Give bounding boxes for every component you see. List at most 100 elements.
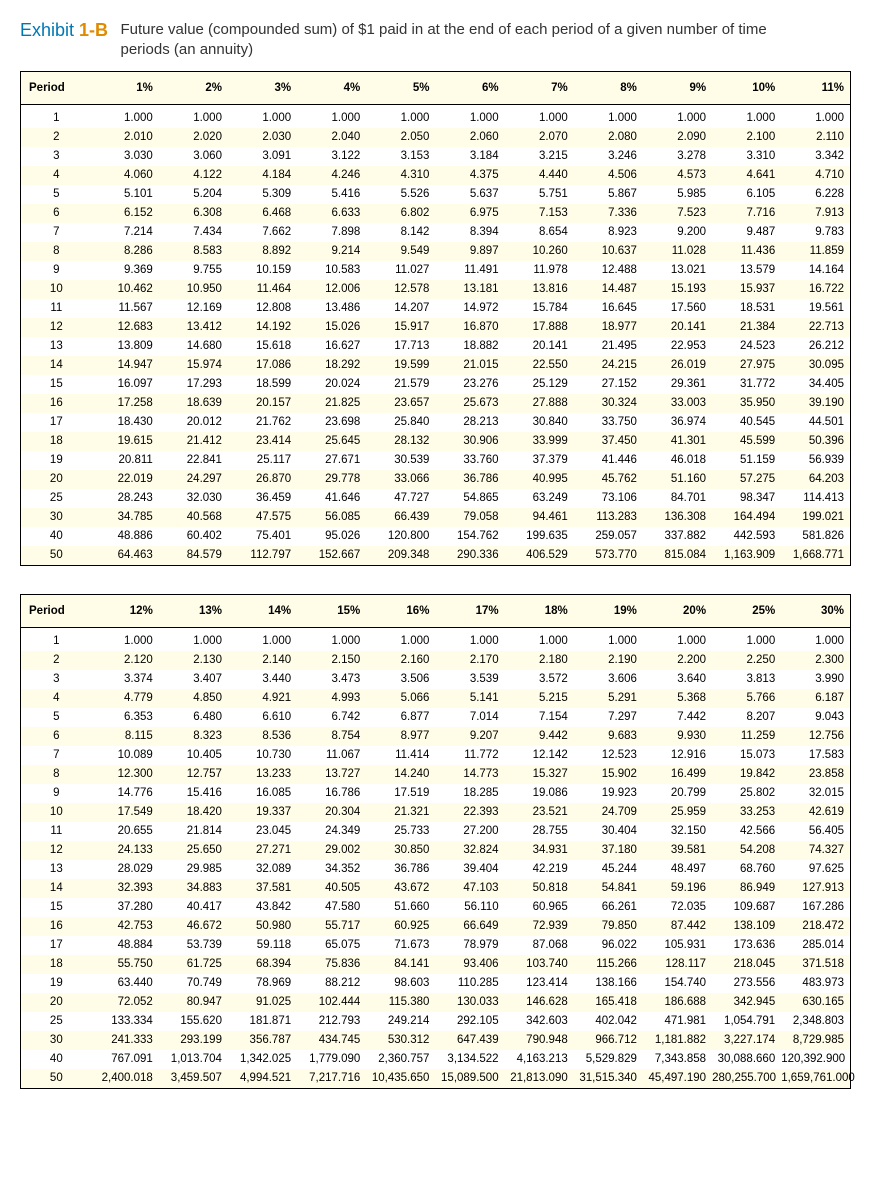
- table-cell: 12.683: [90, 318, 159, 337]
- table-row: 1120.65521.81423.04524.34925.73327.20028…: [21, 822, 851, 841]
- table-cell: 54.208: [712, 841, 781, 860]
- table-cell: 87.442: [643, 917, 712, 936]
- table-cell: 86.949: [712, 879, 781, 898]
- table-cell: 50: [21, 1069, 90, 1089]
- table-cell: 51.660: [366, 898, 435, 917]
- column-header: 25%: [712, 594, 781, 627]
- table-cell: 16: [21, 917, 90, 936]
- table-cell: 127.913: [781, 879, 850, 898]
- column-header: 13%: [159, 594, 228, 627]
- table-cell: 4.440: [505, 166, 574, 185]
- table-cell: 28.132: [366, 432, 435, 451]
- table-cell: 53.739: [159, 936, 228, 955]
- table-cell: 54.841: [574, 879, 643, 898]
- table-row: 1855.75061.72568.39475.83684.14193.40610…: [21, 955, 851, 974]
- table-cell: 2.190: [574, 651, 643, 670]
- table-cell: 15.902: [574, 765, 643, 784]
- table-cell: 1,342.025: [228, 1050, 297, 1069]
- table-row: 68.1158.3238.5368.7548.9779.2079.4429.68…: [21, 727, 851, 746]
- table-cell: 19.561: [781, 299, 850, 318]
- table-cell: 15.327: [505, 765, 574, 784]
- table-cell: 37.450: [574, 432, 643, 451]
- table-cell: 20.024: [297, 375, 366, 394]
- table-cell: 40.505: [297, 879, 366, 898]
- table-cell: 285.014: [781, 936, 850, 955]
- column-header: 12%: [90, 594, 159, 627]
- table-cell: 1.000: [712, 632, 781, 651]
- table-cell: 12: [21, 318, 90, 337]
- table-cell: 790.948: [505, 1031, 574, 1050]
- table-cell: 10.405: [159, 746, 228, 765]
- table-cell: 31,515.340: [574, 1069, 643, 1089]
- table-cell: 46.018: [643, 451, 712, 470]
- table-row: 66.1526.3086.4686.6336.8026.9757.1537.33…: [21, 204, 851, 223]
- table-cell: 113.283: [574, 508, 643, 527]
- table-cell: 3.990: [781, 670, 850, 689]
- table-cell: 32.089: [228, 860, 297, 879]
- table-cell: 12.756: [781, 727, 850, 746]
- table-cell: 15.937: [712, 280, 781, 299]
- table-cell: 47.103: [435, 879, 504, 898]
- table-cell: 4.310: [366, 166, 435, 185]
- table-cell: 7.014: [435, 708, 504, 727]
- table-cell: 16.786: [297, 784, 366, 803]
- table-cell: 7,217.716: [297, 1069, 366, 1089]
- table-row: 30241.333293.199356.787434.745530.312647…: [21, 1031, 851, 1050]
- table-cell: 40.545: [712, 413, 781, 432]
- table-cell: 5: [21, 708, 90, 727]
- table-cell: 7.154: [505, 708, 574, 727]
- table-cell: 21.825: [297, 394, 366, 413]
- table-cell: 434.745: [297, 1031, 366, 1050]
- table-cell: 11.859: [781, 242, 850, 261]
- table-cell: 40.417: [159, 898, 228, 917]
- table-cell: 6.353: [90, 708, 159, 727]
- table-cell: 115.266: [574, 955, 643, 974]
- table-cell: 5,529.829: [574, 1050, 643, 1069]
- table-cell: 18.599: [228, 375, 297, 394]
- table-cell: 13.233: [228, 765, 297, 784]
- table-cell: 164.494: [712, 508, 781, 527]
- table-cell: 33.760: [435, 451, 504, 470]
- table-cell: 13.579: [712, 261, 781, 280]
- table-cell: 11: [21, 299, 90, 318]
- table-cell: 3,134.522: [435, 1050, 504, 1069]
- table-cell: 14: [21, 879, 90, 898]
- table-cell: 25: [21, 1012, 90, 1031]
- table-cell: 5.637: [435, 185, 504, 204]
- table-cell: 11.772: [435, 746, 504, 765]
- table-cell: 2.060: [435, 128, 504, 147]
- table-row: 11.0001.0001.0001.0001.0001.0001.0001.00…: [21, 109, 851, 128]
- table-cell: 34.785: [90, 508, 159, 527]
- column-header: 6%: [435, 71, 504, 104]
- table-cell: 7.913: [781, 204, 850, 223]
- table-cell: 371.518: [781, 955, 850, 974]
- table-cell: 4,994.521: [228, 1069, 297, 1089]
- table-row: 1963.44070.74978.96988.21298.603110.2851…: [21, 974, 851, 993]
- table-cell: 14.773: [435, 765, 504, 784]
- table-cell: 98.347: [712, 489, 781, 508]
- table-cell: 6.610: [228, 708, 297, 727]
- table-row: 1516.09717.29318.59920.02421.57923.27625…: [21, 375, 851, 394]
- table-cell: 22.713: [781, 318, 850, 337]
- table-cell: 8.654: [505, 223, 574, 242]
- table-cell: 33.066: [366, 470, 435, 489]
- table-cell: 6.308: [159, 204, 228, 223]
- table-cell: 50.980: [228, 917, 297, 936]
- table-cell: 27.200: [435, 822, 504, 841]
- table-cell: 6.152: [90, 204, 159, 223]
- table-cell: 10.637: [574, 242, 643, 261]
- table-cell: 5: [21, 185, 90, 204]
- table-cell: 6.480: [159, 708, 228, 727]
- table-cell: 630.165: [781, 993, 850, 1012]
- table-cell: 2,348.803: [781, 1012, 850, 1031]
- table-cell: 9.897: [435, 242, 504, 261]
- table-cell: 7.662: [228, 223, 297, 242]
- table-cell: 43.842: [228, 898, 297, 917]
- table-cell: 1.000: [505, 109, 574, 128]
- table-cell: 12.006: [297, 280, 366, 299]
- table-cell: 4,163.213: [505, 1050, 574, 1069]
- table-cell: 71.673: [366, 936, 435, 955]
- table-cell: 45,497.190: [643, 1069, 712, 1089]
- column-header: 17%: [435, 594, 504, 627]
- table-cell: 56.110: [435, 898, 504, 917]
